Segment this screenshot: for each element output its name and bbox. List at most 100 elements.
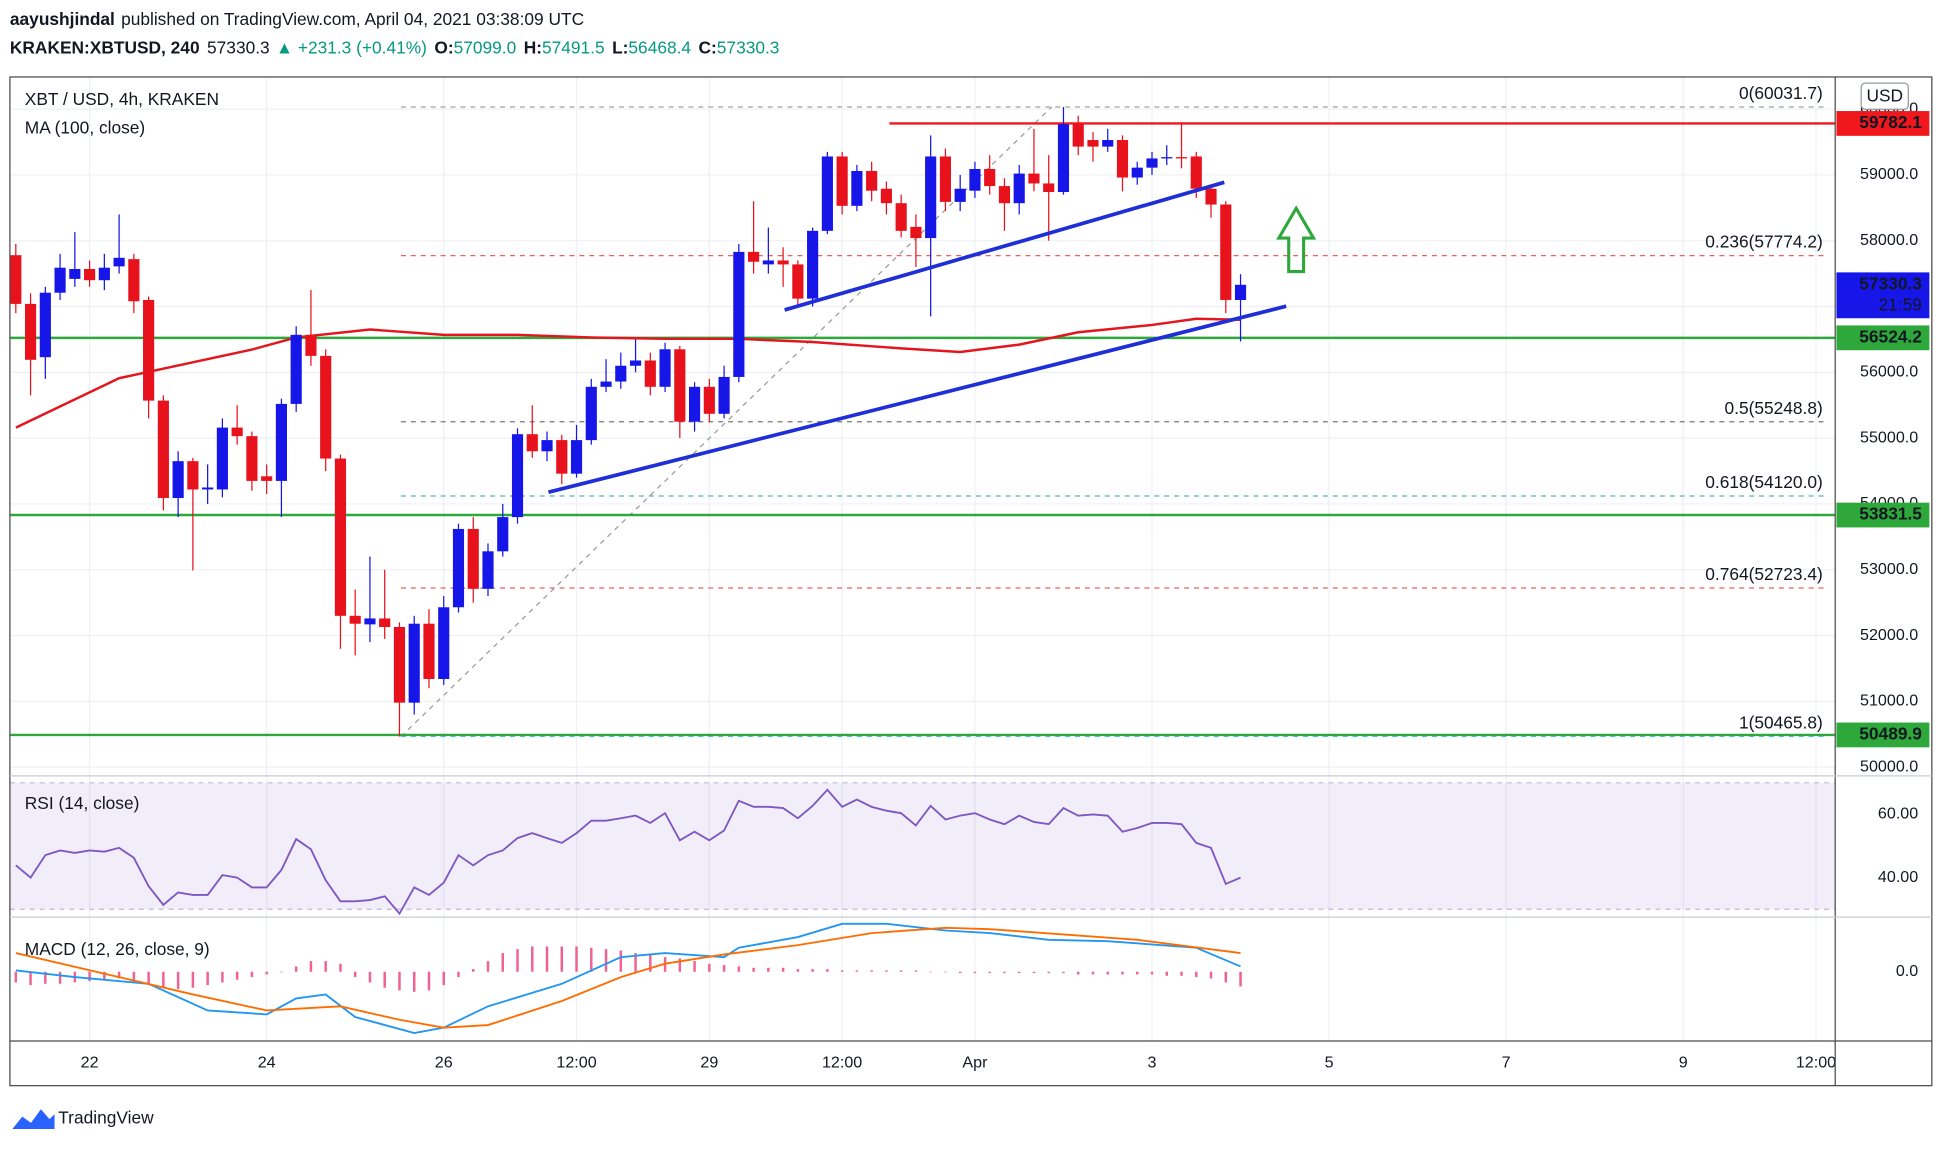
brand: TradingView: [58, 1108, 154, 1128]
candle-body: [969, 168, 981, 191]
x-tick-label: 12:00: [1796, 1054, 1836, 1072]
candle-body: [320, 355, 332, 459]
histogram-bar: [1136, 971, 1139, 975]
histogram-bar: [280, 971, 283, 973]
rsi-band: [9, 782, 1836, 910]
candle-body: [733, 251, 745, 377]
y-tick-label: 56000.0: [1860, 363, 1918, 381]
histogram-bar: [117, 971, 121, 979]
x-tick-label: 3: [1148, 1054, 1157, 1072]
last-price-label: 57330.3: [1859, 273, 1922, 293]
histogram-bar: [885, 970, 888, 972]
plot: [9, 106, 1836, 1034]
candle-body: [615, 365, 627, 382]
price-tag: [1836, 722, 1930, 748]
fib-label: 0.764(52723.4): [1705, 564, 1823, 584]
y-tick-label: 53000.0: [1860, 560, 1918, 578]
candle-body: [910, 226, 922, 239]
histogram-bar: [678, 958, 682, 972]
candle-body: [98, 267, 110, 281]
x-tick-label: 12:00: [822, 1054, 862, 1072]
candle-body: [748, 251, 760, 262]
candle-body: [24, 303, 37, 360]
histogram-bar: [309, 961, 313, 972]
macd-line: [15, 922, 1241, 1034]
last-price-tag: [1836, 272, 1930, 319]
ohlc-value: 57099.0: [454, 37, 517, 57]
histogram-bar: [870, 970, 873, 972]
candle-body: [1234, 284, 1247, 301]
x-tick-label: 24: [258, 1054, 276, 1072]
candle-body: [866, 170, 878, 191]
x-tick-label: 26: [435, 1054, 453, 1072]
candle-body: [629, 360, 642, 366]
candle-body: [84, 269, 96, 281]
ohlc-label: O:: [434, 37, 453, 57]
candle-body: [1087, 140, 1099, 147]
histogram-bar: [752, 967, 755, 972]
candle-body: [777, 260, 789, 265]
y-tick-label: 40.00: [1878, 868, 1918, 886]
histogram-bar: [619, 950, 623, 972]
candle-body: [349, 615, 361, 624]
histogram-bar: [339, 963, 342, 972]
histogram-bar: [1017, 971, 1021, 974]
candle-body: [216, 427, 228, 490]
histogram-bar: [1062, 971, 1065, 974]
ohlc-label: C:: [699, 37, 717, 57]
price-tag-label: 56524.2: [1859, 326, 1922, 346]
histogram-bar: [324, 961, 327, 972]
x-tick-label: 7: [1502, 1054, 1511, 1072]
candle-body: [364, 618, 376, 625]
histogram-bar: [560, 946, 564, 972]
rsi-line: [15, 788, 1241, 916]
candle-body: [511, 434, 524, 518]
candle-body: [1131, 167, 1143, 178]
histogram-bar: [929, 971, 932, 973]
histogram-bar: [516, 949, 519, 972]
candle-body: [334, 458, 347, 616]
ohlc-value: 57491.5: [542, 37, 605, 57]
currency-box[interactable]: [1860, 82, 1909, 110]
candle-body: [393, 627, 406, 703]
candle-body: [1175, 157, 1188, 159]
histogram-bar: [235, 971, 239, 980]
grid: [9, 76, 1836, 1042]
histogram-bar: [191, 971, 195, 988]
candle-body: [202, 487, 214, 490]
histogram-bar: [575, 946, 578, 972]
candle-body: [1028, 173, 1040, 184]
x-tick-label: 22: [81, 1054, 99, 1072]
histogram-bar: [899, 970, 903, 972]
candle-body: [305, 334, 317, 356]
histogram-bar: [973, 971, 977, 974]
candle-body: [556, 440, 568, 474]
histogram-bar: [176, 971, 180, 990]
candle-body: [659, 349, 671, 387]
frame: [9, 76, 1933, 1087]
candle-body: [1043, 183, 1055, 193]
histogram-bar: [708, 963, 711, 972]
histogram-bar: [472, 969, 475, 972]
candle-body: [644, 360, 656, 387]
up-arrow: [1276, 205, 1317, 274]
rsi-title: RSI (14, close): [25, 793, 140, 813]
currency: USD: [1866, 85, 1903, 105]
symbol: KRAKEN:XBTUSD, 240: [10, 37, 200, 57]
ohlc-label: L:: [612, 37, 628, 57]
fib-label: 1(50465.8): [1739, 713, 1823, 733]
histogram-bar: [767, 967, 770, 972]
candle-body: [467, 528, 479, 589]
candle-body: [246, 436, 258, 481]
candle-body: [113, 257, 125, 267]
histogram-bar: [88, 971, 91, 982]
histogram-bar: [44, 971, 47, 984]
y-tick-label: 52000.0: [1860, 626, 1918, 644]
candle-body: [1013, 173, 1025, 204]
labels: 22 24 26 12:00 29 12:00 Apr 3 5 7 9 12:00 50000.0 510…: [81, 83, 1930, 1072]
candle-body: [10, 255, 22, 304]
histogram-bar: [265, 971, 268, 975]
countdown: 21:59: [1879, 294, 1922, 314]
